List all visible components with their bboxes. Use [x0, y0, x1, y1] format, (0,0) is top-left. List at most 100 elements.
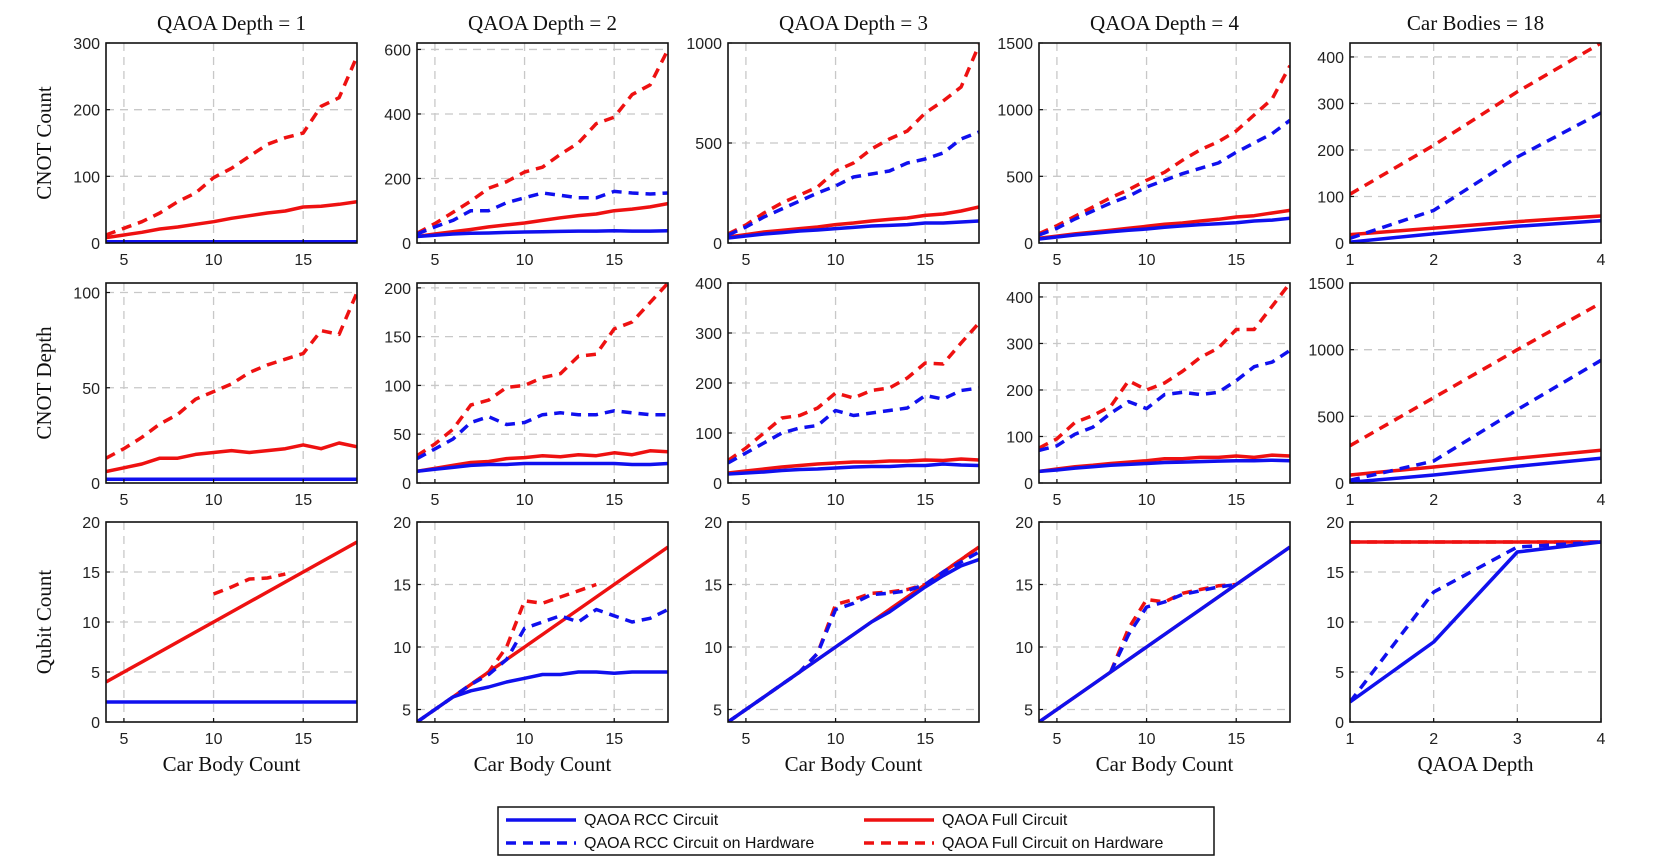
- series-line-full: [417, 449, 668, 474]
- x-tick-label: 2: [1429, 492, 1438, 509]
- series-line-full-hardware: [212, 572, 286, 596]
- series-line-rcc: [728, 219, 979, 240]
- y-tick-label: 5: [1024, 703, 1033, 720]
- y-tick-label: 10: [82, 615, 100, 632]
- x-tick-label: 5: [741, 731, 750, 748]
- axes-box: [727, 521, 980, 723]
- plot-area: [106, 43, 357, 243]
- series-line-full: [106, 199, 357, 240]
- y-tick-label: 20: [704, 515, 722, 532]
- plot-area: [728, 43, 979, 243]
- y-tick-label: 400: [1317, 50, 1344, 67]
- y-tick-label: 10: [1326, 615, 1344, 632]
- series-line-full-hardware: [1350, 43, 1601, 196]
- plot-area: [1350, 43, 1601, 243]
- y-tick-label: 100: [73, 286, 100, 303]
- y-tick-label: 15: [82, 565, 100, 582]
- axes-box: [416, 521, 669, 723]
- subplot-1-5: 1 2 3 4 0 100 200 300 400 Car Bodies = 18: [1317, 11, 1605, 269]
- subplot-title: QAOA Depth = 2: [468, 11, 617, 35]
- y-tick-label: 400: [695, 276, 722, 293]
- x-tick-label: 5: [119, 492, 128, 509]
- legend-label-full: QAOA Full Circuit: [942, 812, 1068, 829]
- subplot-3-3: 5 10 15 5 10 15 20 Car Body Count: [704, 515, 980, 776]
- series-group: [1039, 64, 1290, 241]
- plot-area: [417, 283, 668, 483]
- series-group: [417, 545, 668, 722]
- series-line-rcc-hardware: [1109, 582, 1237, 673]
- x-tick-label: 1: [1346, 492, 1355, 509]
- y-tick-label: 0: [1024, 236, 1033, 253]
- y-tick-label: 5: [91, 665, 100, 682]
- subplot-2-3: 5 10 15 0 100 200 300 400: [695, 276, 980, 509]
- x-tick-label: 15: [916, 731, 934, 748]
- y-tick-label: 0: [713, 236, 722, 253]
- x-axis-label: Car Body Count: [474, 752, 612, 776]
- y-tick-label: 50: [393, 427, 411, 444]
- series-line-full: [106, 441, 357, 474]
- series-group: [417, 283, 668, 474]
- y-tick-label: 1000: [997, 103, 1033, 120]
- series-group: [1350, 301, 1601, 483]
- axes-box: [1349, 42, 1602, 244]
- y-tick-label: 1000: [686, 36, 722, 53]
- x-tick-label: 10: [827, 492, 845, 509]
- x-tick-label: 10: [516, 252, 534, 269]
- axes-box: [416, 42, 669, 244]
- y-tick-label: 0: [1335, 476, 1344, 493]
- series-line-rcc: [417, 670, 668, 722]
- y-tick-label: 300: [73, 36, 100, 53]
- legend-box: [497, 806, 1215, 856]
- subplot-title: Car Bodies = 18: [1407, 11, 1544, 35]
- axes-box: [1038, 521, 1291, 723]
- series-line-rcc-hardware: [728, 130, 979, 237]
- series-group: [728, 44, 979, 240]
- x-tick-label: 4: [1597, 731, 1606, 748]
- x-tick-label: 15: [1227, 731, 1245, 748]
- x-tick-label: 5: [1052, 252, 1061, 269]
- series-line-full-hardware: [728, 44, 979, 236]
- subplot-2-5: 1 2 3 4 0 500 1000 1500: [1308, 276, 1605, 509]
- x-tick-label: 10: [1138, 252, 1156, 269]
- x-tick-label: 15: [294, 252, 312, 269]
- x-tick-label: 5: [741, 252, 750, 269]
- x-tick-label: 1: [1346, 252, 1355, 269]
- plot-area: [106, 283, 357, 483]
- y-tick-label: 600: [384, 42, 411, 59]
- x-tick-label: 3: [1513, 252, 1522, 269]
- y-tick-label: 300: [1006, 336, 1033, 353]
- legend-label-rcc-hardware: QAOA RCC Circuit on Hardware: [584, 835, 814, 852]
- y-axis-label: Qubit Count: [32, 570, 56, 675]
- y-tick-label: 20: [1015, 515, 1033, 532]
- x-tick-label: 10: [1138, 492, 1156, 509]
- y-tick-label: 100: [384, 378, 411, 395]
- y-tick-label: 15: [1015, 578, 1033, 595]
- series-line-full-hardware: [106, 55, 357, 237]
- plot-area: [728, 522, 979, 722]
- y-axis-label: CNOT Depth: [32, 326, 56, 440]
- series-line-rcc: [417, 228, 668, 239]
- x-tick-label: 3: [1513, 492, 1522, 509]
- y-tick-label: 0: [91, 715, 100, 732]
- x-tick-label: 15: [294, 731, 312, 748]
- y-tick-label: 5: [402, 703, 411, 720]
- y-tick-label: 10: [1015, 640, 1033, 657]
- x-tick-label: 10: [827, 252, 845, 269]
- series-group: [728, 321, 979, 476]
- series-group: [1350, 43, 1601, 243]
- x-tick-label: 15: [605, 731, 623, 748]
- plot-area: [417, 522, 668, 722]
- x-axis-label: Car Body Count: [163, 752, 301, 776]
- y-tick-label: 200: [1317, 143, 1344, 160]
- axes-box: [105, 282, 358, 484]
- series-line-rcc-hardware: [1039, 348, 1290, 453]
- series-line-rcc-hardware: [728, 550, 979, 722]
- subplot-3-5: 1 2 3 4 0 5 10 15 20 QAOA Depth: [1326, 515, 1605, 776]
- y-tick-label: 10: [704, 640, 722, 657]
- y-tick-label: 300: [695, 326, 722, 343]
- series-line-full-hardware: [417, 48, 668, 235]
- subplot-1-2: 5 10 15 0 200 400 600 QAOA Depth = 2: [384, 11, 669, 269]
- series-line-rcc-hardware: [1350, 540, 1601, 704]
